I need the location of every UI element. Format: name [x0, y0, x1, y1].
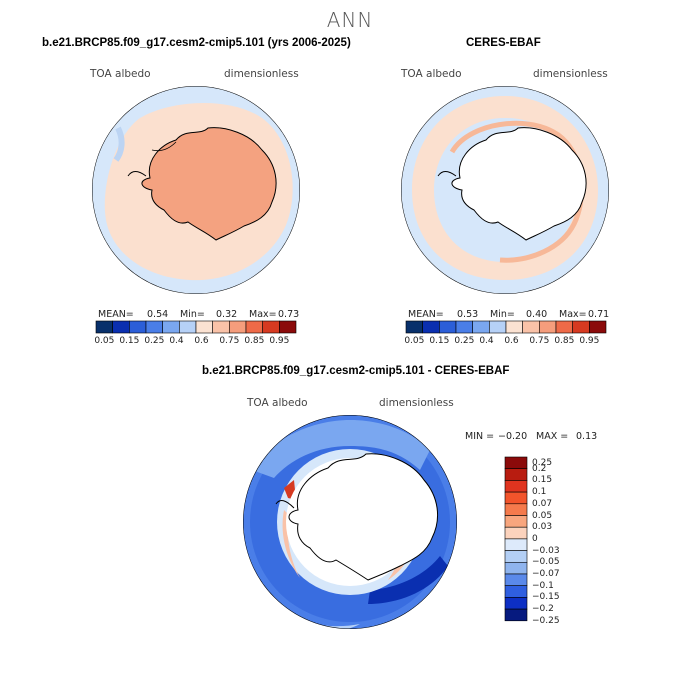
- model-colorbar-tick-label: 0.85: [244, 336, 265, 346]
- model-antarctica-albedo: [141, 127, 277, 241]
- diff-colorbar-tick-label: −0.2: [532, 604, 554, 615]
- diff-colorbar-box: [504, 515, 528, 528]
- diff-colorbar-box: [504, 526, 528, 540]
- diff-colorbar-box: [504, 480, 528, 493]
- obs-mean-label: MEAN=: [408, 309, 444, 320]
- model-min-value: 0.32: [216, 309, 238, 320]
- obs-variable-label: TOA albedo: [401, 68, 462, 80]
- model-min-label: Min=: [180, 309, 205, 320]
- obs-max-label: Max=: [559, 309, 587, 320]
- diff-colorbar-tick-label: 0.25: [532, 458, 553, 468]
- diff-colorbar-box: [504, 608, 528, 622]
- model-mean-label: MEAN=: [98, 309, 134, 320]
- diff-colorbar-box: [504, 550, 528, 563]
- obs-colorbar-tick-label: 0.05: [404, 336, 425, 346]
- obs-units-label: dimensionless: [533, 68, 608, 80]
- model-mean-value: 0.54: [147, 309, 169, 320]
- diff-colorbar-tick-label: 0.03: [532, 522, 553, 533]
- diff-colorbar-tick-label: 0.2: [532, 463, 547, 474]
- figure-title: ANN: [326, 8, 374, 32]
- diff-colorbar-tick-label: 0.07: [532, 498, 553, 509]
- diff-colorbar-tick-label: 0.1: [532, 487, 547, 498]
- obs-colorbar-tick-label: 0.6: [504, 336, 519, 346]
- model-units-label: dimensionless: [224, 68, 299, 80]
- model-panel-title: b.e21.BRCP85.f09_g17.cesm2-cmip5.101 (yr…: [42, 37, 351, 49]
- diff-colorbar-box: [504, 468, 528, 481]
- diff-colorbar-box: [504, 597, 528, 610]
- diff-colorbar-box: [504, 491, 528, 505]
- diff-colorbar-tick-label: 0: [532, 533, 538, 544]
- obs-colorbar-tick-label: 0.25: [454, 336, 475, 346]
- diff-colorbar-tick-label: −0.25: [532, 615, 560, 626]
- diff-colorbar-box: [504, 538, 528, 551]
- model-colorbar-tick-label: 0.05: [94, 336, 115, 346]
- obs-colorbar-tick-label: 0.95: [579, 336, 600, 346]
- obs-min-label: Min=: [490, 309, 515, 320]
- obs-min-value: 0.40: [526, 309, 548, 320]
- model-max-value: 0.73: [278, 309, 300, 320]
- model-max-label: Max=: [249, 309, 277, 320]
- diff-min-value: −0.20: [498, 431, 528, 442]
- diff-max-label: MAX =: [536, 431, 569, 442]
- model-colorbar-tick-label: 0.4: [169, 336, 184, 346]
- obs-colorbar-tick-label: 0.75: [529, 336, 550, 346]
- diff-colorbar-tick-label: −0.03: [532, 545, 560, 556]
- obs-colorbar-tick-label: 0.15: [429, 336, 450, 346]
- diff-colorbar-tick-label: −0.07: [532, 569, 560, 579]
- obs-panel-title: CERES-EBAF: [466, 37, 541, 49]
- diff-antarctica-coast: [288, 453, 438, 581]
- diff-colorbar-tick-label: −0.15: [532, 592, 560, 603]
- model-colorbar-tick-label: 0.6: [194, 336, 209, 346]
- model-colorbar-box: [279, 320, 297, 334]
- diff-min-label: MIN =: [465, 431, 495, 442]
- diff-colorbar-tick-label: 0.05: [532, 510, 553, 521]
- model-colorbar-tick-label: 0.75: [219, 336, 240, 346]
- model-colorbar-tick-label: 0.95: [269, 336, 290, 346]
- obs-colorbar-tick-label: 0.85: [554, 336, 575, 346]
- diff-max-value: 0.13: [576, 431, 598, 442]
- obs-antarctica: [451, 127, 587, 241]
- model-colorbar-tick-label: 0.25: [144, 336, 165, 346]
- diff-colorbar-tick-label: −0.05: [532, 557, 560, 568]
- diff-colorbar-tick-label: −0.1: [532, 580, 554, 591]
- diff-units-label: dimensionless: [379, 397, 454, 409]
- obs-colorbar-tick-label: 0.4: [479, 336, 494, 346]
- diff-colorbar-box: [504, 503, 528, 516]
- model-colorbar-tick-label: 0.15: [119, 336, 140, 346]
- diff-colorbar-box: [504, 456, 528, 469]
- diff-panel-title: b.e21.BRCP85.f09_g17.cesm2-cmip5.101 - C…: [202, 365, 510, 377]
- obs-colorbar-box: [589, 320, 607, 334]
- obs-mean-value: 0.53: [457, 309, 479, 320]
- diff-variable-label: TOA albedo: [247, 397, 308, 409]
- model-variable-label: TOA albedo: [90, 68, 151, 80]
- diff-colorbar-box: [504, 573, 528, 586]
- diff-colorbar-tick-label: 0.15: [532, 475, 553, 486]
- diff-colorbar-box: [504, 585, 528, 598]
- diff-colorbar-box: [504, 561, 528, 575]
- obs-max-value: 0.71: [588, 309, 610, 320]
